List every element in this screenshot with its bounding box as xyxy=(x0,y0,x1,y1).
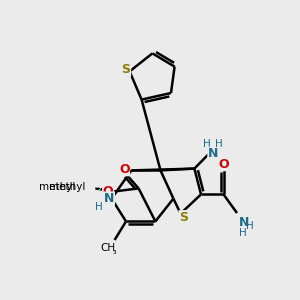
Text: H: H xyxy=(215,139,223,149)
Text: H: H xyxy=(95,202,103,212)
Text: O: O xyxy=(218,158,229,171)
Text: O: O xyxy=(119,163,130,176)
Text: ₃: ₃ xyxy=(113,248,116,256)
Text: N: N xyxy=(238,216,249,229)
Text: methyl: methyl xyxy=(49,182,86,193)
Text: methyl: methyl xyxy=(76,181,106,190)
Text: N: N xyxy=(104,192,114,205)
Text: H: H xyxy=(246,221,254,231)
Text: CH: CH xyxy=(100,243,116,254)
Text: N: N xyxy=(208,147,218,161)
Text: S: S xyxy=(179,211,188,224)
Text: methyl: methyl xyxy=(39,182,76,192)
Text: methyl: methyl xyxy=(45,182,81,193)
Text: H: H xyxy=(202,139,210,149)
Text: H: H xyxy=(238,228,246,238)
Text: methyl: methyl xyxy=(89,187,94,188)
Text: O: O xyxy=(103,185,113,198)
Text: S: S xyxy=(122,63,130,76)
Text: methyl: methyl xyxy=(86,187,91,188)
